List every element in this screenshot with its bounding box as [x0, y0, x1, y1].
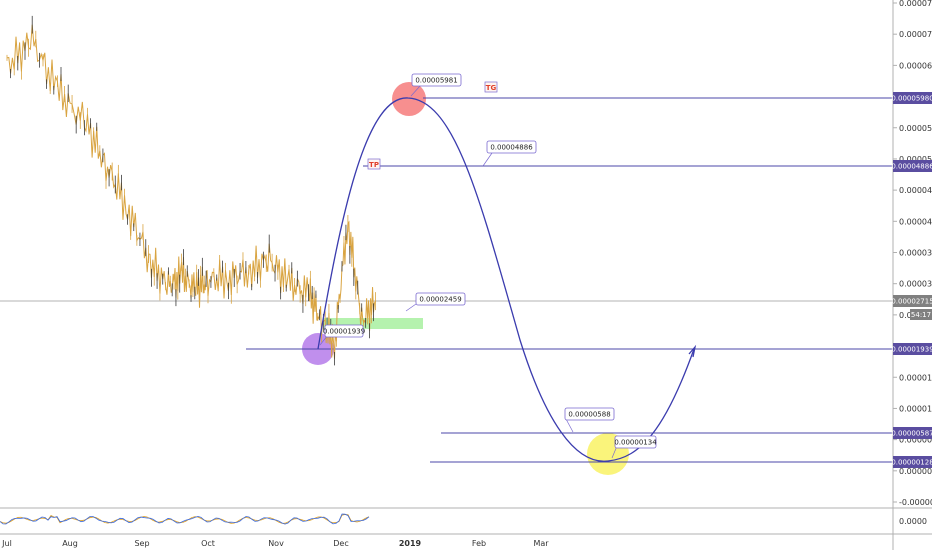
- callout-1939[interactable]: 0.00001939: [323, 324, 365, 338]
- callout-588-text: 0.00000588: [568, 411, 610, 419]
- y-tick-label: 0.00003000: [899, 280, 932, 289]
- callout-top[interactable]: 0.00005981: [411, 73, 462, 87]
- callout-588[interactable]: 0.00000588: [564, 407, 615, 421]
- current-price-tag: 0.00002715: [891, 295, 932, 307]
- current-price-tag-text: 0.00002715: [891, 298, 932, 306]
- x-tick-label: Sep: [134, 539, 149, 548]
- indicator-pane: [0, 513, 370, 525]
- callout-1939-text: 0.00001939: [323, 328, 365, 336]
- entry-zone: [324, 318, 423, 329]
- y-tick-label: 0.00007500: [899, 0, 932, 8]
- y-tick-label: 0.00000500: [899, 436, 932, 445]
- countdown-tag-text: 54:17: [911, 311, 931, 319]
- price-series: [6, 15, 376, 366]
- callout-leader-top: [410, 85, 421, 97]
- level-tag-entry-text: 0.00001939: [891, 346, 932, 354]
- y-axis-ticks: 0.000075000.000070000.000065000.00006000…: [893, 0, 932, 507]
- level-tag-entry: 0.00001939: [891, 343, 932, 355]
- y-tick-label: -0.00000500: [899, 498, 932, 507]
- y-tick-label: 0.00005500: [899, 124, 932, 133]
- callout-top-text: 0.00005981: [415, 77, 457, 85]
- y-tick-label: 0.00006500: [899, 61, 932, 70]
- x-tick-label: Feb: [472, 539, 486, 548]
- callout-leader-tp: [482, 152, 493, 167]
- tp-marker[interactable]: TP: [367, 158, 381, 170]
- x-tick-label: Jul: [1, 539, 12, 548]
- indicator-line: [0, 513, 370, 525]
- y-tick-label: 0.00004000: [899, 217, 932, 226]
- projection-arrowhead: [688, 344, 697, 358]
- level-tag-tp-text: 0.00004886: [891, 163, 932, 171]
- callout-134[interactable]: 0.00000134: [614, 435, 657, 449]
- x-tick-label: Oct: [201, 539, 215, 548]
- y-tick-label: 0.00001500: [899, 373, 932, 382]
- x-axis-ticks: Jul Aug Sep Oct Nov Dec 2019 Feb Mar: [1, 539, 549, 548]
- y-tick-label: 0.00005000: [899, 155, 932, 164]
- level-tag-128-text: 0.00000128: [891, 459, 932, 467]
- projection-curve[interactable]: [317, 97, 695, 462]
- level-tag-tp: 0.00004886: [891, 160, 932, 172]
- level-tag-587: 0.00000587: [891, 427, 932, 439]
- tg-marker-text: TG: [486, 84, 497, 92]
- level-tag-tg-text: 0.00005980: [891, 95, 932, 103]
- indicator-axis-label: 0.0000: [899, 517, 927, 526]
- level-tag-587-text: 0.00000587: [891, 430, 932, 438]
- x-tick-label: Mar: [533, 539, 549, 548]
- top-highlight-circle: [392, 82, 426, 116]
- x-tick-label: Nov: [268, 539, 284, 548]
- x-tick-label: Aug: [62, 539, 78, 548]
- y-tick-label: 0.00001000: [899, 404, 932, 413]
- level-tag-tg: 0.00005980: [891, 92, 932, 104]
- tg-marker[interactable]: TG: [484, 81, 498, 93]
- y-tick-label: 0.00004500: [899, 186, 932, 195]
- callout-tp[interactable]: 0.00004886: [486, 140, 537, 154]
- callout-2459-text: 0.00002459: [419, 296, 461, 304]
- y-tick-label: 0.00007000: [899, 30, 932, 39]
- countdown-tag: 54:17: [910, 309, 932, 320]
- callout-2459[interactable]: 0.00002459: [415, 292, 466, 306]
- callout-134-text: 0.00000134: [614, 439, 657, 447]
- y-tick-label: 0.00000000: [899, 467, 932, 476]
- level-tag-128: 0.00000128: [891, 456, 932, 468]
- x-tick-label: Dec: [333, 539, 348, 548]
- callout-tp-text: 0.00004886: [490, 144, 533, 152]
- indicator-line: [0, 514, 370, 524]
- callout-leader-588: [565, 418, 574, 433]
- tp-marker-text: TP: [369, 161, 379, 169]
- callout-leader-2459: [405, 303, 417, 312]
- y-tick-label: 0.00003500: [899, 249, 932, 258]
- x-tick-label: 2019: [399, 539, 422, 548]
